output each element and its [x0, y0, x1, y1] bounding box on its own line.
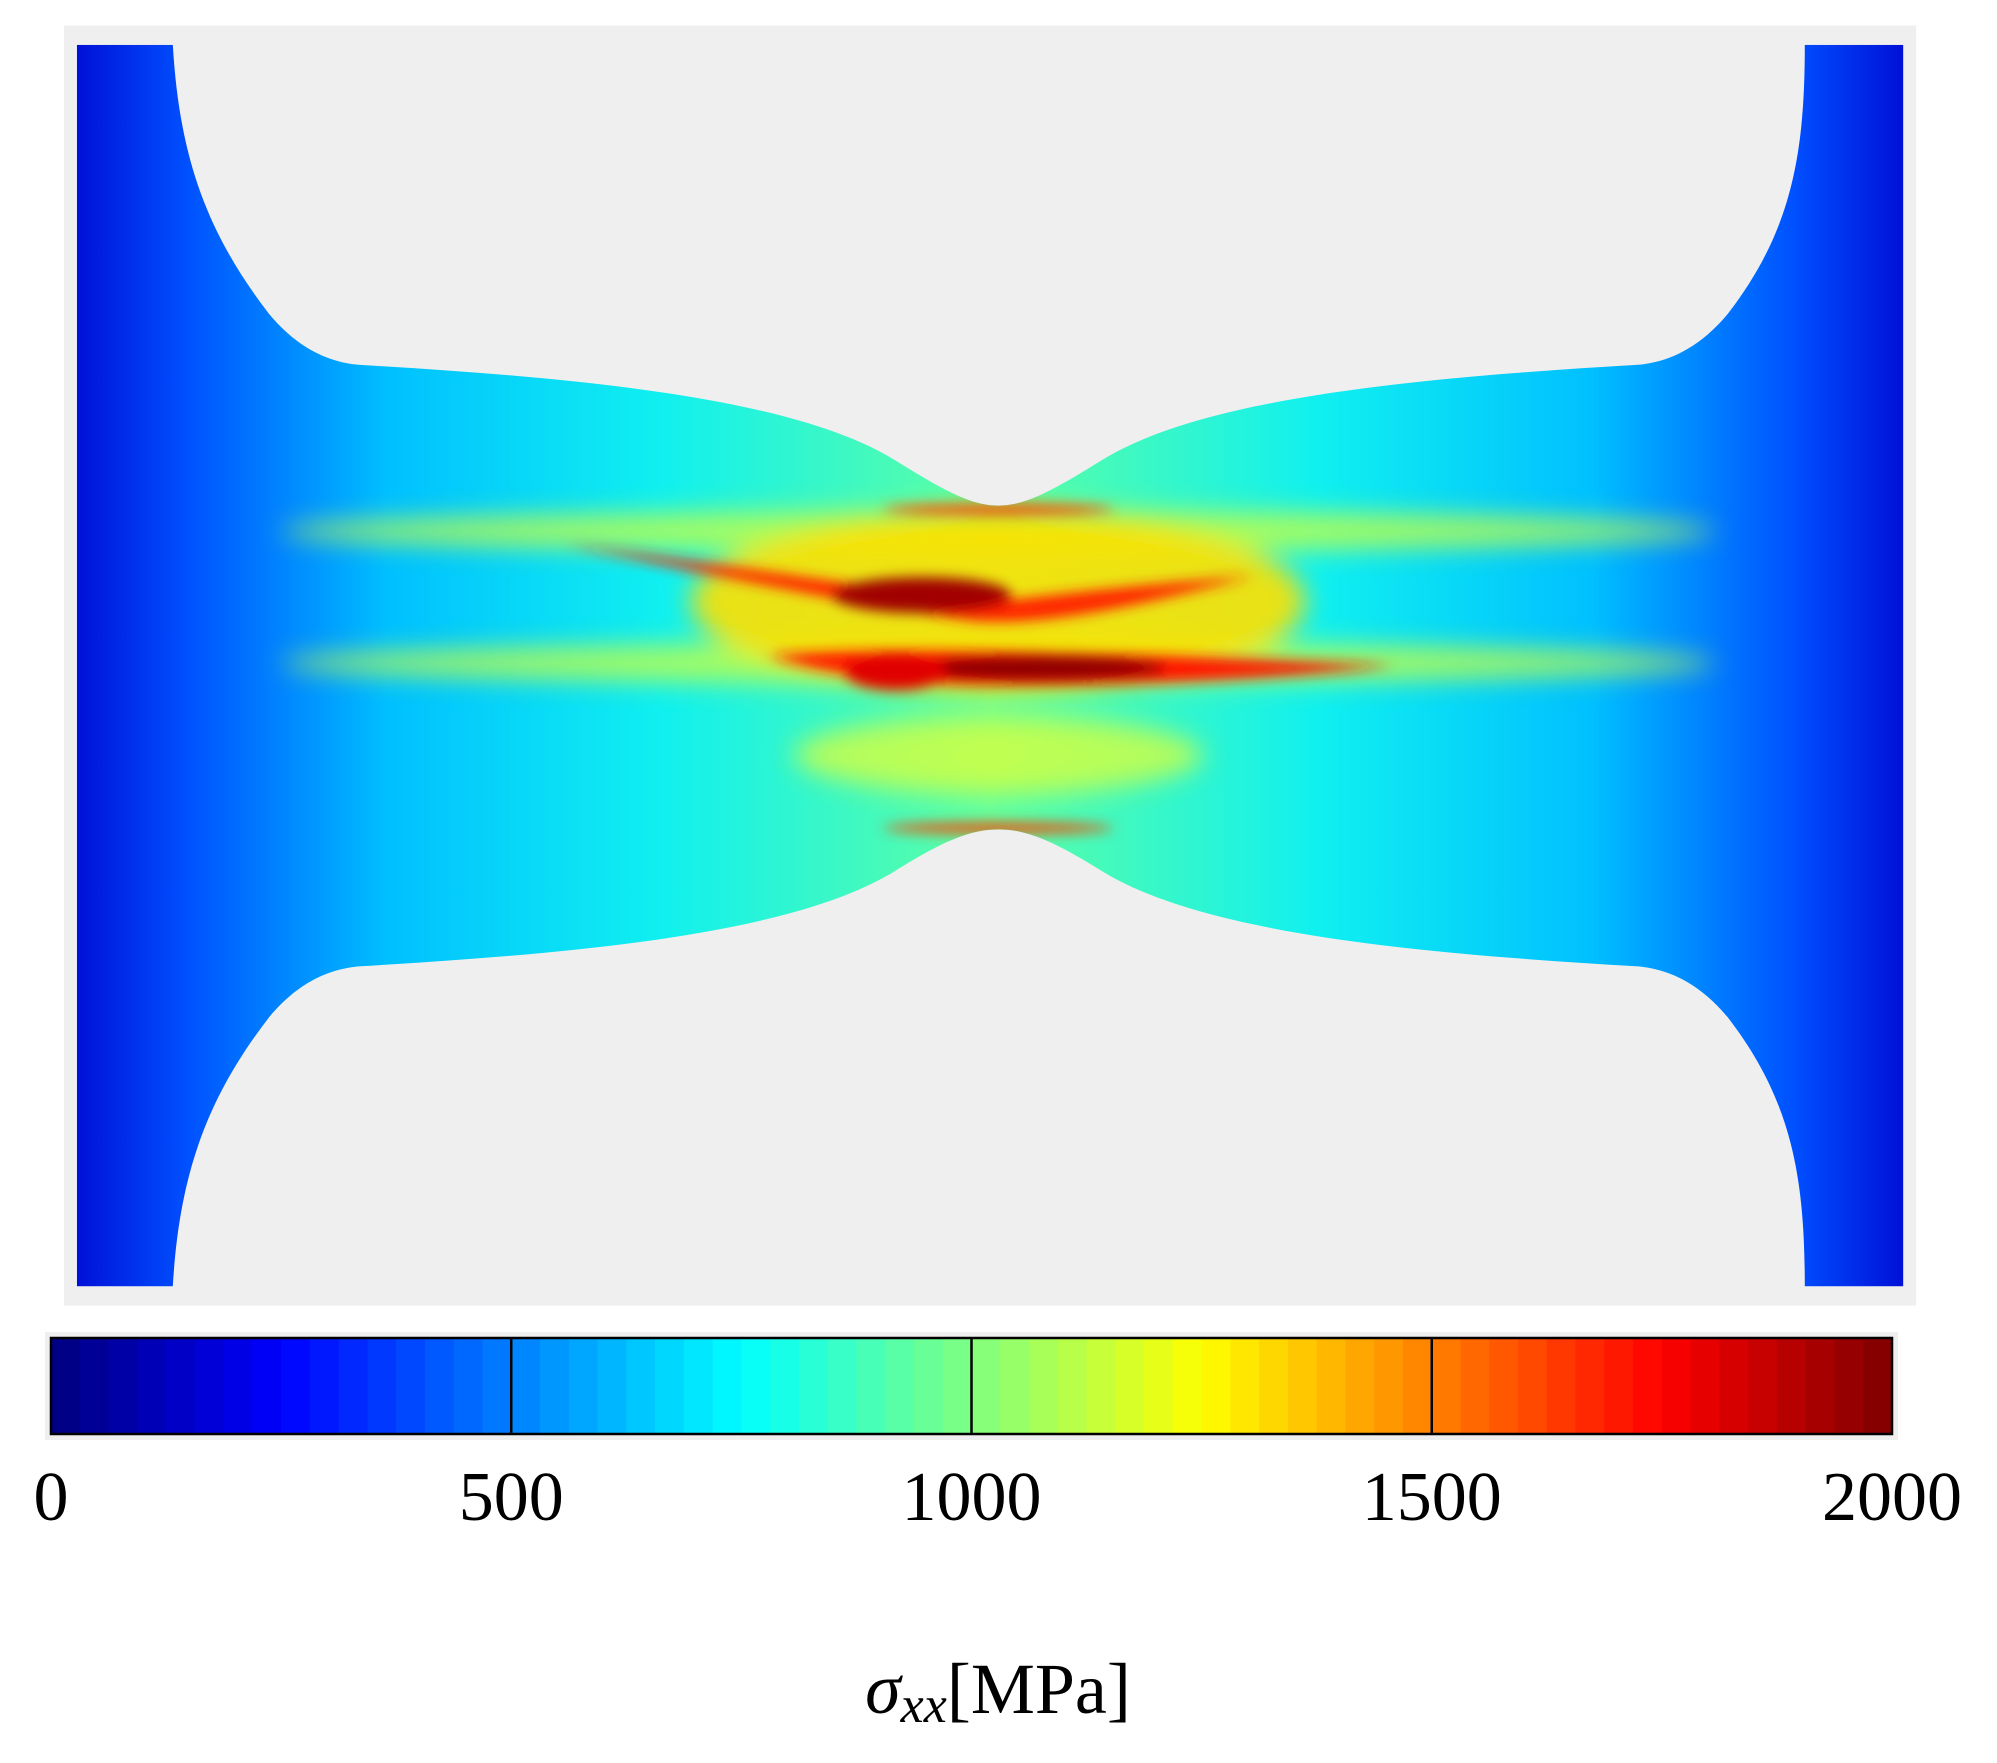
colorbar-swatch — [223, 1338, 253, 1434]
colorbar-swatch — [1604, 1338, 1634, 1434]
colorbar-swatch — [971, 1338, 1001, 1434]
colorbar-tick-label: 1500 — [1362, 1459, 1502, 1536]
colorbar: 0 500 1000 1500 2000 — [34, 1332, 1962, 1536]
colorbar-swatch — [741, 1338, 771, 1434]
colorbar-swatch — [683, 1338, 714, 1434]
colorbar-swatch — [1144, 1338, 1174, 1434]
colorbar-swatch — [1201, 1338, 1231, 1434]
colorbar-swatch — [885, 1338, 915, 1434]
colorbar-swatch — [396, 1338, 426, 1434]
colorbar-tick-label: 2000 — [1822, 1459, 1962, 1536]
colorbar-swatch — [482, 1338, 512, 1434]
colorbar-swatch — [194, 1338, 225, 1434]
colorbar-swatch — [252, 1338, 282, 1434]
colorbar-swatch — [1834, 1338, 1864, 1434]
colorbar-swatch — [1633, 1338, 1663, 1434]
label-subscript: xx — [900, 1677, 947, 1734]
colorbar-swatch — [1057, 1338, 1088, 1434]
colorbar-swatch — [1230, 1338, 1260, 1434]
colorbar-swatch — [424, 1338, 455, 1434]
colorbar-swatch — [1661, 1338, 1692, 1434]
colorbar-swatch — [1690, 1338, 1721, 1434]
colorbar-swatch — [1546, 1338, 1577, 1434]
label-symbol: σ — [865, 1649, 903, 1729]
colorbar-swatch — [626, 1338, 656, 1434]
colorbar-swatch — [913, 1338, 944, 1434]
colorbar-swatch — [856, 1338, 886, 1434]
colorbar-swatch — [1000, 1338, 1030, 1434]
colorbar-swatch — [1863, 1338, 1893, 1434]
colorbar-swatch — [1316, 1338, 1347, 1434]
stress-bands — [281, 510, 1716, 794]
colorbar-swatch — [1489, 1338, 1519, 1434]
colorbar-swatch — [79, 1338, 110, 1434]
colorbar-swatch — [597, 1338, 627, 1434]
colorbar-swatch — [1431, 1338, 1462, 1434]
colorbar-swatch — [1805, 1338, 1836, 1434]
colorbar-swatch — [942, 1338, 973, 1434]
colorbar-swatch — [1460, 1338, 1490, 1434]
colorbar-swatch — [568, 1338, 599, 1434]
colorbar-swatch — [1518, 1338, 1548, 1434]
colorbar-swatch — [51, 1338, 81, 1434]
colorbar-swatch — [1575, 1338, 1605, 1434]
colorbar-swatch — [137, 1338, 167, 1434]
colorbar-swatch — [770, 1338, 800, 1434]
colorbar-swatch — [1402, 1338, 1433, 1434]
colorbar-swatch — [108, 1338, 138, 1434]
hot-spots — [563, 504, 1396, 834]
colorbar-swatch — [338, 1338, 369, 1434]
colorbar-swatch — [540, 1338, 570, 1434]
colorbar-swatch — [1776, 1338, 1807, 1434]
colorbar-swatch — [1029, 1338, 1059, 1434]
colorbar-swatch — [281, 1338, 311, 1434]
colorbar-tick-label: 0 — [34, 1459, 69, 1536]
colorbar-swatch — [1172, 1338, 1203, 1434]
colorbar-swatch — [655, 1338, 685, 1434]
field-plot — [64, 25, 1917, 1306]
colorbar-swatch — [1345, 1338, 1375, 1434]
colorbar-swatch — [511, 1338, 541, 1434]
colorbar-swatch — [1287, 1338, 1318, 1434]
colorbar-swatch — [367, 1338, 397, 1434]
colorbar-swatch — [1374, 1338, 1404, 1434]
colorbar-swatch — [827, 1338, 858, 1434]
colorbar-swatch — [712, 1338, 742, 1434]
label-unit: [MPa] — [947, 1649, 1131, 1729]
colorbar-swatch — [1748, 1338, 1778, 1434]
colorbar-tick-label: 500 — [459, 1459, 564, 1536]
colorbar-swatch — [166, 1338, 196, 1434]
colorbar-swatch — [453, 1338, 484, 1434]
colorbar-swatch — [1115, 1338, 1145, 1434]
colorbar-swatch — [798, 1338, 829, 1434]
colorbar-swatch — [309, 1338, 340, 1434]
colorbar-swatch — [1086, 1338, 1116, 1434]
colorbar-label: σxx[MPa] — [865, 1649, 1131, 1734]
colorbar-swatch — [1259, 1338, 1289, 1434]
colorbar-tick-label: 1000 — [902, 1459, 1042, 1536]
colorbar-swatch — [1719, 1338, 1749, 1434]
